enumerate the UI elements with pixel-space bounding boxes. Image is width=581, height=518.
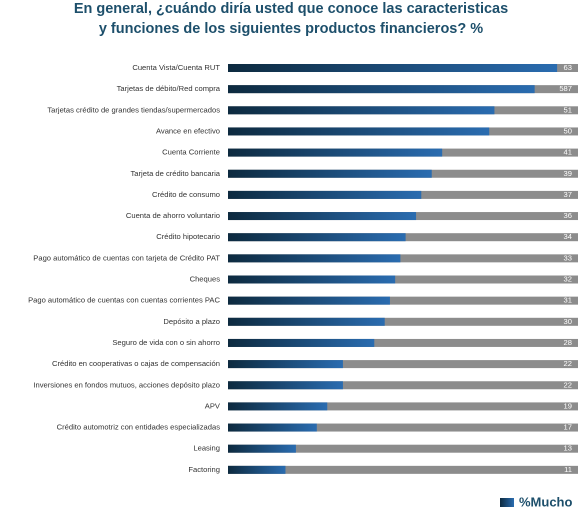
category-label: Seguro de vida con o sin ahorro xyxy=(112,338,220,347)
bar xyxy=(228,254,401,263)
track xyxy=(228,275,578,284)
bar xyxy=(228,148,443,157)
value-label: 28 xyxy=(564,338,572,347)
bar xyxy=(228,296,390,305)
chart-title: En general, ¿cuándo diría usted que cono… xyxy=(74,1,508,17)
category-label: Cheques xyxy=(190,275,221,284)
category-label: Cuenta de ahorro voluntario xyxy=(126,211,220,220)
value-label: 30 xyxy=(564,317,572,326)
bar xyxy=(228,85,535,94)
bar xyxy=(228,444,296,453)
value-label: 37 xyxy=(564,190,572,199)
category-label: Crédito de consumo xyxy=(152,190,220,199)
category-label: Tarjetas de débito/Red compra xyxy=(117,84,221,93)
bar xyxy=(228,423,317,432)
category-label: Crédito automotriz con entidades especia… xyxy=(57,423,221,432)
category-label: Pago automático de cuentas con tarjeta d… xyxy=(33,253,220,262)
track xyxy=(228,381,578,390)
value-label: 587 xyxy=(559,84,572,93)
value-label: 31 xyxy=(564,296,572,305)
bar xyxy=(228,127,490,136)
value-label: 41 xyxy=(564,148,572,157)
value-label: 32 xyxy=(564,275,572,284)
value-label: 39 xyxy=(564,169,572,178)
value-label: 19 xyxy=(564,401,572,410)
bar xyxy=(228,169,432,178)
bar xyxy=(228,360,343,369)
category-label: Inversiones en fondos mutuos, acciones d… xyxy=(33,380,220,389)
category-label: Cuenta Vista/Cuenta RUT xyxy=(132,63,220,72)
bar xyxy=(228,275,396,284)
value-label: 34 xyxy=(564,232,572,241)
bar xyxy=(228,106,495,115)
bar xyxy=(228,64,558,72)
legend-label: %Mucho xyxy=(519,494,573,509)
category-label: APV xyxy=(205,401,221,410)
category-label: Depósito a plazo xyxy=(163,317,220,326)
value-label: 50 xyxy=(564,126,572,135)
category-label: Tarjetas crédito de grandes tiendas/supe… xyxy=(47,105,220,114)
bar xyxy=(228,190,422,199)
track xyxy=(228,465,578,474)
track xyxy=(228,254,578,263)
track xyxy=(228,317,578,326)
bar xyxy=(228,338,375,347)
track xyxy=(228,338,578,347)
value-label: 63 xyxy=(564,63,572,72)
track xyxy=(228,296,578,305)
category-label: Pago automático de cuentas con cuentas c… xyxy=(28,296,220,305)
value-label: 13 xyxy=(564,444,572,453)
bar xyxy=(228,381,343,390)
category-label: Crédito hipotecario xyxy=(156,232,220,241)
value-label: 17 xyxy=(564,423,572,432)
bar xyxy=(228,233,406,242)
value-label: 51 xyxy=(564,105,572,114)
category-label: Crédito en cooperativas o cajas de compe… xyxy=(52,359,220,368)
category-label: Cuenta Corriente xyxy=(162,148,220,157)
value-label: 22 xyxy=(564,380,572,389)
value-label: 33 xyxy=(564,253,572,262)
value-label: 11 xyxy=(564,465,572,474)
track xyxy=(228,423,578,432)
bar xyxy=(228,317,385,326)
bar xyxy=(228,212,417,221)
value-label: 22 xyxy=(564,359,572,368)
legend-swatch xyxy=(500,498,514,507)
chart-title: y funciones de los siguientes productos … xyxy=(99,21,483,37)
track xyxy=(228,444,578,453)
bar xyxy=(228,465,286,474)
category-label: Avance en efectivo xyxy=(156,126,220,135)
category-label: Factoring xyxy=(188,465,220,474)
track xyxy=(228,360,578,369)
value-label: 36 xyxy=(564,211,572,220)
category-label: Leasing xyxy=(193,444,220,453)
category-label: Tarjeta de crédito bancaria xyxy=(131,169,221,178)
bar xyxy=(228,402,328,411)
track xyxy=(228,402,578,411)
